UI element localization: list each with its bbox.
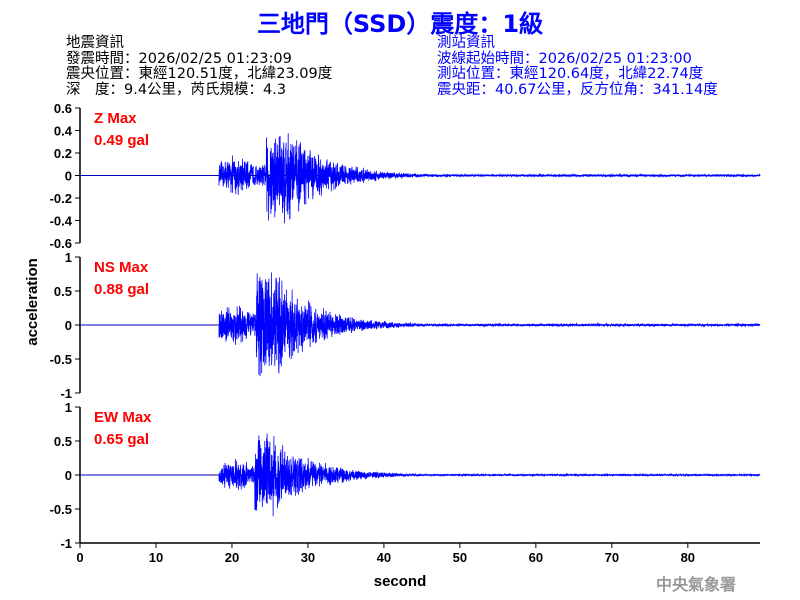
y-tick-label-NS: 0 [65, 318, 72, 333]
x-tick-label: 50 [453, 550, 467, 565]
x-tick-label: 60 [529, 550, 543, 565]
cwa-logo: 中央氣象署 [656, 575, 737, 594]
y-tick-label-Z: 0.6 [54, 101, 72, 116]
y-tick-label-EW: -0.5 [50, 502, 72, 517]
waveform-Z [80, 133, 761, 224]
quake-time: 發震時間：2026/02/25 01:23:09 [66, 50, 292, 67]
y-tick-label-Z: -0.4 [50, 214, 73, 229]
waveform-start-time: 波線起始時間：2026/02/25 01:23:00 [437, 50, 692, 67]
x-tick-label: 70 [605, 550, 619, 565]
station-info-heading: 測站資訊 [437, 35, 495, 51]
y-axis-label: acceleration [24, 258, 41, 346]
max-label-EW: EW Max [94, 409, 152, 426]
max-label-NS: NS Max [94, 259, 149, 276]
y-tick-label-EW: -1 [60, 536, 72, 551]
y-tick-label-Z: 0.2 [54, 146, 72, 161]
x-tick-label: 80 [681, 550, 695, 565]
y-tick-label-NS: 0.5 [54, 284, 72, 299]
y-tick-label-NS: 1 [65, 250, 72, 265]
station-location: 測站位置：東經120.64度，北緯22.74度 [437, 66, 704, 82]
x-tick-label: 20 [225, 550, 239, 565]
page-title: 三地門（SSD）震度：1級 [256, 10, 544, 38]
x-axis-label: second [374, 573, 427, 590]
quake-info-heading: 地震資訊 [66, 35, 124, 51]
max-value-NS: 0.88 gal [94, 281, 149, 298]
max-value-EW: 0.65 gal [94, 431, 149, 448]
y-tick-label-Z: -0.2 [50, 191, 72, 206]
x-tick-label: 30 [301, 550, 315, 565]
waveform-EW [80, 433, 761, 517]
y-tick-label-NS: -0.5 [50, 352, 72, 367]
quake-info: 地震資訊 發震時間：2026/02/25 01:23:09 震央位置：東經120… [66, 35, 333, 98]
waveform-NS [80, 272, 761, 377]
x-tick-label: 10 [149, 550, 163, 565]
quake-depth-magnitude: 深 度：9.4公里，芮氏規模：4.3 [66, 81, 287, 98]
y-tick-label-Z: -0.6 [50, 236, 72, 251]
y-tick-label-EW: 1 [65, 400, 72, 415]
station-info: 測站資訊 波線起始時間：2026/02/25 01:23:00 測站位置：東經1… [437, 35, 718, 98]
y-tick-label-NS: -1 [60, 386, 72, 401]
y-tick-label-EW: 0.5 [54, 434, 72, 449]
quake-location: 震央位置：東經120.51度，北緯23.09度 [66, 66, 333, 82]
max-label-Z: Z Max [94, 110, 137, 127]
y-tick-label-Z: 0 [65, 169, 72, 184]
x-tick-label: 40 [377, 550, 391, 565]
max-value-Z: 0.49 gal [94, 132, 149, 149]
y-tick-label-EW: 0 [65, 468, 72, 483]
epicentral-distance: 震央距：40.67公里，反方位角：341.14度 [437, 81, 718, 98]
y-tick-label-Z: 0.4 [54, 124, 73, 139]
x-tick-label: 0 [76, 550, 83, 565]
